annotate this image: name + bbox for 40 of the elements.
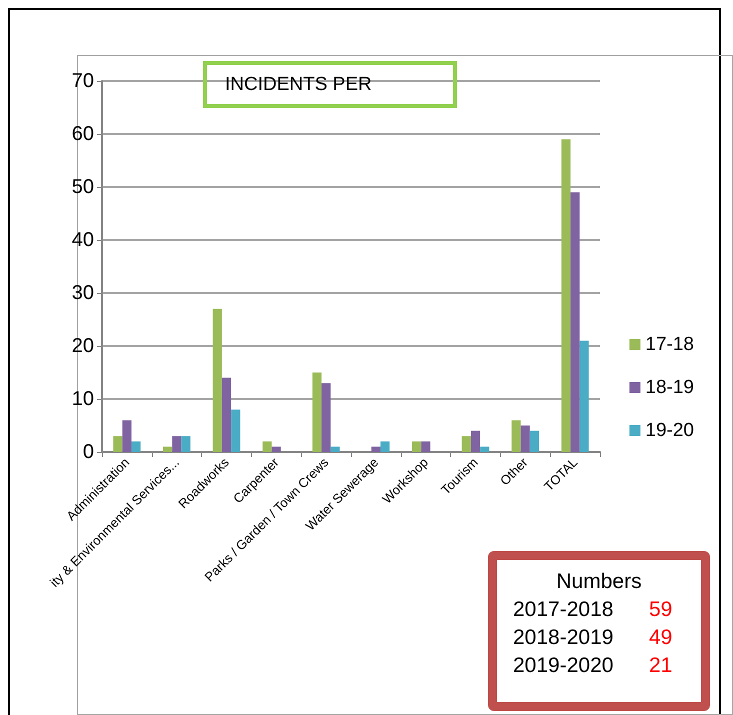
y-tick-label: 50: [72, 176, 94, 198]
bar: [222, 378, 232, 452]
bar: [470, 430, 480, 452]
bar: [272, 446, 281, 452]
bar: [322, 383, 331, 452]
y-tick-label: 70: [72, 70, 94, 92]
y-tick-label: 30: [72, 282, 94, 304]
bar: [462, 436, 471, 452]
bar: [181, 436, 190, 452]
legend-label: 17-18: [645, 334, 694, 355]
bar: [421, 441, 430, 452]
y-tick-label: 40: [72, 229, 94, 251]
bar: [580, 340, 589, 452]
bar: [113, 436, 122, 452]
bar: [312, 372, 322, 452]
bar: [530, 430, 539, 452]
y-tick-label: 60: [72, 123, 94, 145]
legend-label: 19-20: [645, 420, 694, 441]
numbers-box: Numbers 2017-2018 59 2018-2019 49 2019-2020 21: [488, 551, 710, 711]
bar: [262, 441, 272, 452]
y-tick-label: 0: [82, 441, 94, 463]
bar: [380, 441, 390, 452]
bar: [512, 420, 521, 452]
bar: [561, 139, 571, 452]
y-tick-label: 20: [72, 335, 94, 357]
bar: [163, 446, 172, 452]
bar: [520, 426, 530, 452]
bar: [231, 410, 240, 452]
bar: [480, 446, 490, 452]
bar: [172, 436, 182, 452]
bar: [122, 420, 132, 452]
legend-label: 18-19: [645, 377, 694, 398]
bar: [212, 308, 222, 452]
bar: [330, 446, 340, 452]
bar: [412, 441, 422, 452]
y-tick-label: 10: [72, 388, 94, 410]
bar: [131, 441, 141, 452]
chart-title: INCIDENTS PER: [225, 74, 372, 95]
bar: [570, 192, 580, 452]
bar: [371, 446, 380, 452]
